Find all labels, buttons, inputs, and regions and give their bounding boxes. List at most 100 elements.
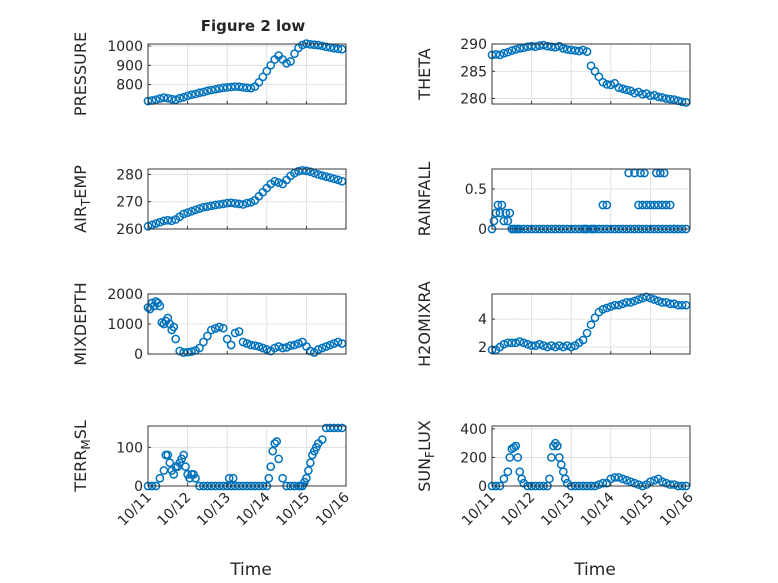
data-point <box>159 93 169 102</box>
data-point <box>642 292 651 302</box>
data-point <box>302 166 311 176</box>
data-point <box>181 462 190 471</box>
data-point <box>258 72 268 82</box>
data-point <box>195 343 204 353</box>
y-tick-label: 4 <box>478 312 487 328</box>
data-point <box>618 84 628 94</box>
data-point <box>317 435 327 444</box>
data-point <box>242 83 252 93</box>
y-tick-label: 280 <box>116 167 143 183</box>
data-point <box>665 480 675 489</box>
data-point <box>523 339 532 349</box>
data-point <box>238 337 248 347</box>
data-point <box>179 450 188 460</box>
data-point <box>677 97 687 107</box>
y-tick-label: 260 <box>116 222 143 238</box>
data-point <box>630 296 639 306</box>
data-point <box>515 44 525 53</box>
data-point <box>610 473 620 482</box>
data-point <box>163 93 173 103</box>
data-point <box>203 202 212 211</box>
y-tick-label: 1000 <box>107 317 143 333</box>
y-tick-label: 0 <box>134 347 143 363</box>
data-point <box>250 341 260 350</box>
data-point <box>272 437 282 446</box>
data-point <box>610 300 620 310</box>
axes-box <box>491 425 691 487</box>
data-point <box>333 337 343 347</box>
data-point <box>258 343 268 353</box>
data-point <box>309 168 319 178</box>
data-point <box>151 95 161 105</box>
data-point <box>203 86 212 96</box>
data-point <box>203 331 212 341</box>
subplot-pressure: 800 900 1000 PRESSURE <box>71 32 347 116</box>
data-point <box>333 175 343 185</box>
data-point <box>503 47 513 57</box>
data-point <box>274 342 284 351</box>
y-axis-label: MIXDEPTH <box>71 282 90 365</box>
axes-box <box>147 43 347 105</box>
data-point <box>665 299 675 309</box>
subplot-sun-flux: 0 200 400 10/11 10/12 10/13 10/14 10/15 10/16 SUN… <box>415 420 697 529</box>
data-point <box>171 95 181 105</box>
data-point <box>519 338 529 348</box>
data-point <box>602 200 612 210</box>
data-point <box>306 458 315 468</box>
data-point <box>321 42 331 52</box>
y-axis-label: RAINFALL <box>415 162 434 237</box>
data-point <box>578 45 588 55</box>
data-point <box>582 47 592 56</box>
data-point <box>242 339 252 348</box>
data-point <box>246 83 256 93</box>
data-point <box>626 298 635 307</box>
y-tick-label: 0 <box>478 222 487 238</box>
data-point <box>264 473 274 483</box>
x-tick-label: 10/12 <box>499 490 539 530</box>
data-point <box>618 474 628 484</box>
data-point <box>274 454 284 464</box>
data-point <box>199 202 208 212</box>
data-point <box>298 166 307 175</box>
data-point <box>527 41 536 51</box>
data-point <box>191 473 200 483</box>
data-point <box>254 342 264 351</box>
data-point <box>634 295 643 304</box>
y-axis-label: TERRMSL <box>71 420 93 493</box>
data-point <box>505 208 515 218</box>
axes-box <box>147 168 347 230</box>
data-point <box>218 323 228 333</box>
y-axis-label: AIRTEMP <box>71 165 93 233</box>
data-point <box>207 85 216 95</box>
data-point <box>622 85 631 95</box>
data-point <box>614 83 624 92</box>
y-tick-label: 1000 <box>107 39 143 55</box>
data-point <box>657 298 667 307</box>
data-point <box>677 300 687 310</box>
data-point <box>167 216 177 226</box>
data-point <box>329 174 339 184</box>
data-point <box>290 49 299 59</box>
data-point <box>210 84 220 94</box>
data-point <box>218 199 228 209</box>
data-point <box>286 57 295 66</box>
data-point <box>226 198 236 208</box>
data-point <box>511 441 521 451</box>
y-tick-label: 280 <box>460 92 487 108</box>
data-point <box>507 338 517 348</box>
data-point <box>266 60 276 70</box>
data-point <box>278 473 287 483</box>
data-point <box>222 334 232 344</box>
data-point <box>509 443 519 452</box>
x-tick-label: 10/14 <box>234 489 274 529</box>
x-tick-label: 10/11 <box>459 490 499 530</box>
data-point <box>543 41 552 51</box>
subplot-h2omixra: 2 4 H2OMIXRA <box>415 281 691 367</box>
data-point <box>566 45 576 55</box>
data-point <box>598 478 608 488</box>
data-point <box>309 40 319 50</box>
data-point <box>586 320 596 330</box>
data-point <box>535 339 544 349</box>
